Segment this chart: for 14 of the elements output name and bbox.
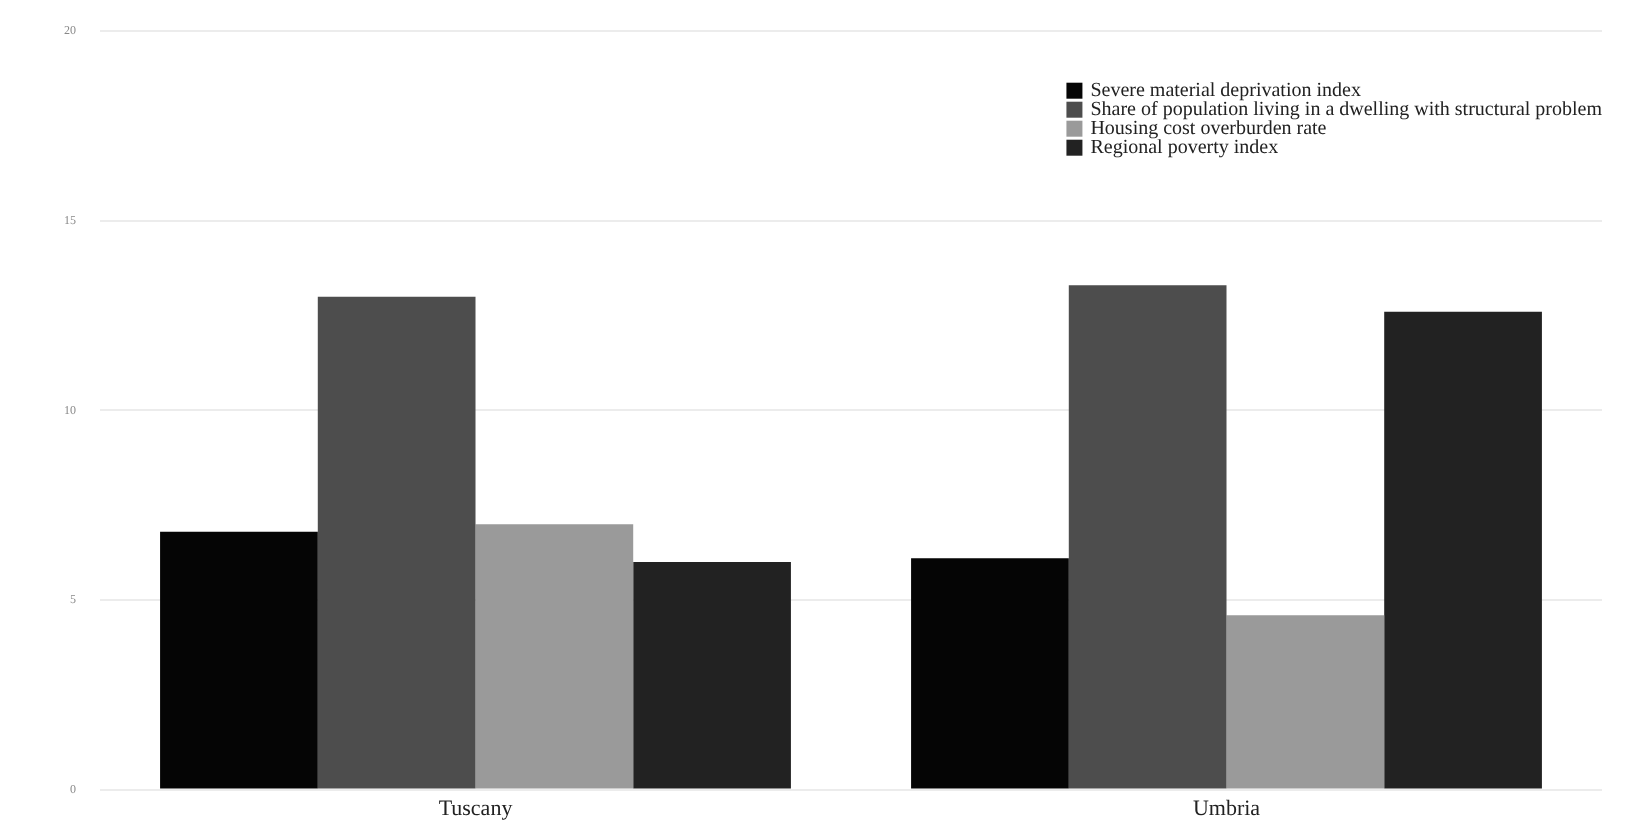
bar [475,524,634,789]
bar [633,562,791,789]
bar [1068,285,1227,789]
x-tick-label: Tuscany [438,796,514,821]
bar [911,558,1069,789]
legend-label: Share of population living in a dwelling with structural problem [1090,98,1603,121]
bar [317,296,476,789]
legend-label: Severe material deprivation index [1090,79,1361,102]
legend-label: Regional poverty index [1090,136,1279,159]
legend-label: Housing cost overburden rate [1090,117,1328,140]
bar [160,531,318,789]
bar [1384,311,1542,789]
x-tick-label: Umbria [1192,796,1261,821]
bar [1226,615,1385,789]
